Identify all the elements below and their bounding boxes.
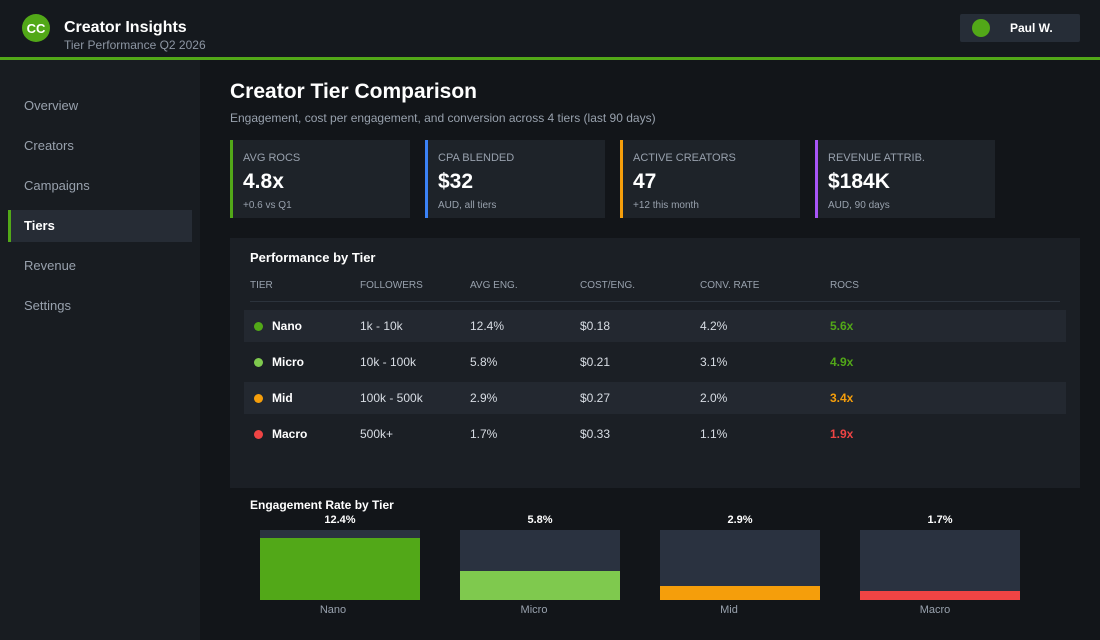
table-row[interactable]: Macro 500k+ 1.7% $0.33 1.1% 1.9x [244,418,1066,450]
followers-cell: 100k - 500k [360,391,423,405]
kpi-accent-bar [230,140,233,218]
table-row[interactable]: Nano 1k - 10k 12.4% $0.18 4.2% 5.6x [244,310,1066,342]
bar-category-label: Mid [720,604,738,616]
column-header-conv-rate[interactable]: CONV. RATE [700,280,760,291]
tier-dot [254,322,263,331]
cost-eng-cell: $0.21 [580,355,611,369]
tier-name: Nano [272,319,302,333]
tier-name: Macro [272,427,308,441]
kpi-card-revenue-attrib: REVENUE ATTRIB. $184K AUD, 90 days [815,140,995,218]
kpi-label: CPA BLENDED [438,152,515,164]
rocs-cell: 1.9x [830,427,854,441]
conv-rate-cell: 3.1% [700,355,728,369]
header-divider [250,301,1060,302]
rocs-cell: 5.6x [830,319,854,333]
bar-micro[interactable] [460,571,620,600]
bar-value-label: 5.8% [527,514,553,526]
tier-dot [254,394,263,403]
kpi-note: +0.6 vs Q1 [243,200,292,211]
cost-eng-cell: $0.27 [580,391,611,405]
sidebar-item-revenue[interactable]: Revenue [24,258,77,273]
chart-title: Engagement Rate by Tier [250,498,394,512]
kpi-label: REVENUE ATTRIB. [828,152,925,164]
kpi-value: $184K [828,170,890,193]
sidebar-item-creators[interactable]: Creators [24,138,74,153]
sidebar-item-overview[interactable]: Overview [24,98,79,113]
conv-rate-cell: 2.0% [700,391,728,405]
user-menu-button[interactable]: Paul W. [960,14,1080,42]
kpi-note: +12 this month [633,200,699,211]
conv-rate-cell: 4.2% [700,319,728,333]
bar-mid[interactable] [660,586,820,600]
sidebar-item-tiers[interactable]: Tiers [8,210,192,242]
sidebar: Overview Creators Campaigns Tiers Revenu… [0,60,200,640]
app-header: CC Creator Insights Tier Performance Q2 … [0,0,1100,60]
kpi-card-cpa-blended: CPA BLENDED $32 AUD, all tiers [425,140,605,218]
followers-cell: 500k+ [360,427,394,441]
sidebar-item-settings[interactable]: Settings [24,298,71,313]
bar-track [260,530,420,600]
bar-track [660,530,820,600]
tier-name: Micro [272,355,305,369]
kpi-value: 47 [633,170,657,193]
avatar [972,19,990,37]
column-header-rocs[interactable]: ROCS [830,280,859,291]
avg-eng-cell: 1.7% [470,427,498,441]
kpi-value: $32 [438,170,474,193]
kpi-label: AVG ROCS [243,152,301,164]
tier-dot [254,430,263,439]
bar-nano[interactable] [260,538,420,600]
bar-value-label: 1.7% [927,514,953,526]
panel-title: Performance by Tier [250,250,376,265]
kpi-accent-bar [620,140,623,218]
kpi-note: AUD, 90 days [828,200,890,211]
followers-cell: 1k - 10k [360,319,403,333]
table-row[interactable]: Micro 10k - 100k 5.8% $0.21 3.1% 4.9x [244,346,1066,378]
cost-eng-cell: $0.33 [580,427,611,441]
sidebar-item-campaigns[interactable]: Campaigns [24,178,90,193]
column-header-avg-eng[interactable]: AVG ENG. [470,280,518,291]
bar-macro[interactable] [860,591,1020,600]
column-header-followers[interactable]: FOLLOWERS [360,280,423,291]
bar-value-label: 2.9% [727,514,753,526]
kpi-card-active-creators: ACTIVE CREATORS 47 +12 this month [620,140,800,218]
kpi-label: ACTIVE CREATORS [633,152,736,164]
kpi-note: AUD, all tiers [438,200,497,211]
kpi-accent-bar [425,140,428,218]
avg-eng-cell: 2.9% [470,391,498,405]
user-name: Paul W. [1010,21,1053,35]
table-row[interactable]: Mid 100k - 500k 2.9% $0.27 2.0% 3.4x [244,382,1066,414]
column-header-cost-eng[interactable]: COST/ENG. [580,280,636,291]
rocs-cell: 4.9x [830,355,854,369]
page-subtitle: Engagement, cost per engagement, and con… [230,111,656,125]
bar-category-label: Micro [520,604,548,616]
bar-track [460,530,620,600]
bar-value-label: 12.4% [324,514,356,526]
column-header-tier[interactable]: TIER [250,280,273,291]
tier-dot [254,358,263,367]
app-subtitle: Tier Performance Q2 2026 [64,38,206,52]
followers-cell: 10k - 100k [360,355,417,369]
kpi-card-avg-rocs: AVG ROCS 4.8x +0.6 vs Q1 [230,140,410,218]
app-logo: CC [22,14,50,42]
app-title: Creator Insights [64,19,187,36]
kpi-value: 4.8x [243,170,284,193]
kpi-accent-bar [815,140,818,218]
page-title: Creator Tier Comparison [230,80,478,103]
avg-eng-cell: 5.8% [470,355,498,369]
avg-eng-cell: 12.4% [470,319,505,333]
tier-name: Mid [272,391,293,405]
cost-eng-cell: $0.18 [580,319,611,333]
conv-rate-cell: 1.1% [700,427,728,441]
bar-track [860,530,1020,600]
bar-category-label: Nano [319,604,347,616]
rocs-cell: 3.4x [830,391,854,405]
bar-category-label: Macro [919,604,951,616]
performance-table-panel: Performance by Tier TIER FOLLOWERS AVG E… [230,238,1080,488]
